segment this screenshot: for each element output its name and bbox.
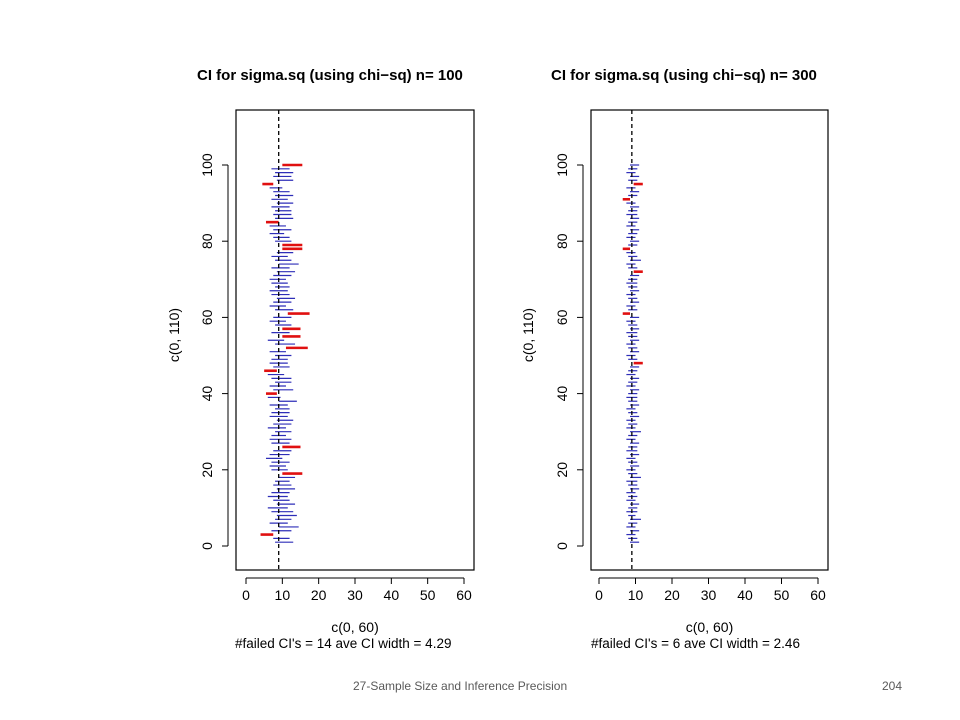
y-tick-label: 80: [199, 233, 215, 249]
y-axis-label: c(0, 110): [520, 308, 536, 362]
x-tick-label: 40: [384, 587, 400, 603]
x-tick-label: 20: [311, 587, 327, 603]
x-tick-label: 50: [420, 587, 436, 603]
chart-title: CI for sigma.sq (using chi−sq) n= 100: [197, 67, 463, 84]
plot-frame: [590, 109, 829, 571]
x-tick-label: 30: [347, 587, 363, 603]
plot-frame: [235, 109, 475, 571]
x-tick-label: 0: [242, 587, 250, 603]
x-tick-label: 20: [664, 587, 680, 603]
x-tick-label: 10: [628, 587, 644, 603]
chart-subtitle: #failed CI's = 6 ave CI width = 2.46: [591, 636, 800, 651]
x-tick-label: 50: [774, 587, 790, 603]
y-tick-label: 0: [199, 542, 215, 550]
chart-subtitle: #failed CI's = 14 ave CI width = 4.29: [235, 636, 451, 651]
y-tick-label: 100: [199, 153, 215, 177]
y-tick-label: 20: [554, 462, 570, 478]
x-axis-label: c(0, 60): [331, 619, 378, 635]
x-tick-label: 60: [810, 587, 826, 603]
x-tick-label: 60: [456, 587, 472, 603]
x-tick-label: 40: [737, 587, 753, 603]
chart-title: CI for sigma.sq (using chi−sq) n= 300: [551, 67, 817, 84]
y-axis-label: c(0, 110): [166, 308, 182, 362]
x-axis-label: c(0, 60): [686, 619, 733, 635]
x-tick-label: 10: [275, 587, 291, 603]
x-tick-label: 0: [595, 587, 603, 603]
y-tick-label: 100: [554, 153, 570, 177]
y-tick-label: 60: [554, 309, 570, 325]
chart-panel-2: CI for sigma.sq (using chi−sq) n= 300 0 10…: [520, 67, 829, 651]
chart-panel-1: CI for sigma.sq (using chi−sq) n= 100 0 10…: [166, 67, 475, 651]
y-tick-label: 60: [199, 309, 215, 325]
y-tick-label: 40: [199, 386, 215, 402]
footer-page-number: 204: [882, 679, 903, 693]
y-tick-label: 20: [199, 462, 215, 478]
x-tick-label: 30: [701, 587, 717, 603]
y-tick-label: 40: [554, 386, 570, 402]
y-tick-label: 0: [554, 542, 570, 550]
footer-caption: 27-Sample Size and Inference Precision: [353, 679, 568, 693]
y-tick-label: 80: [554, 233, 570, 249]
